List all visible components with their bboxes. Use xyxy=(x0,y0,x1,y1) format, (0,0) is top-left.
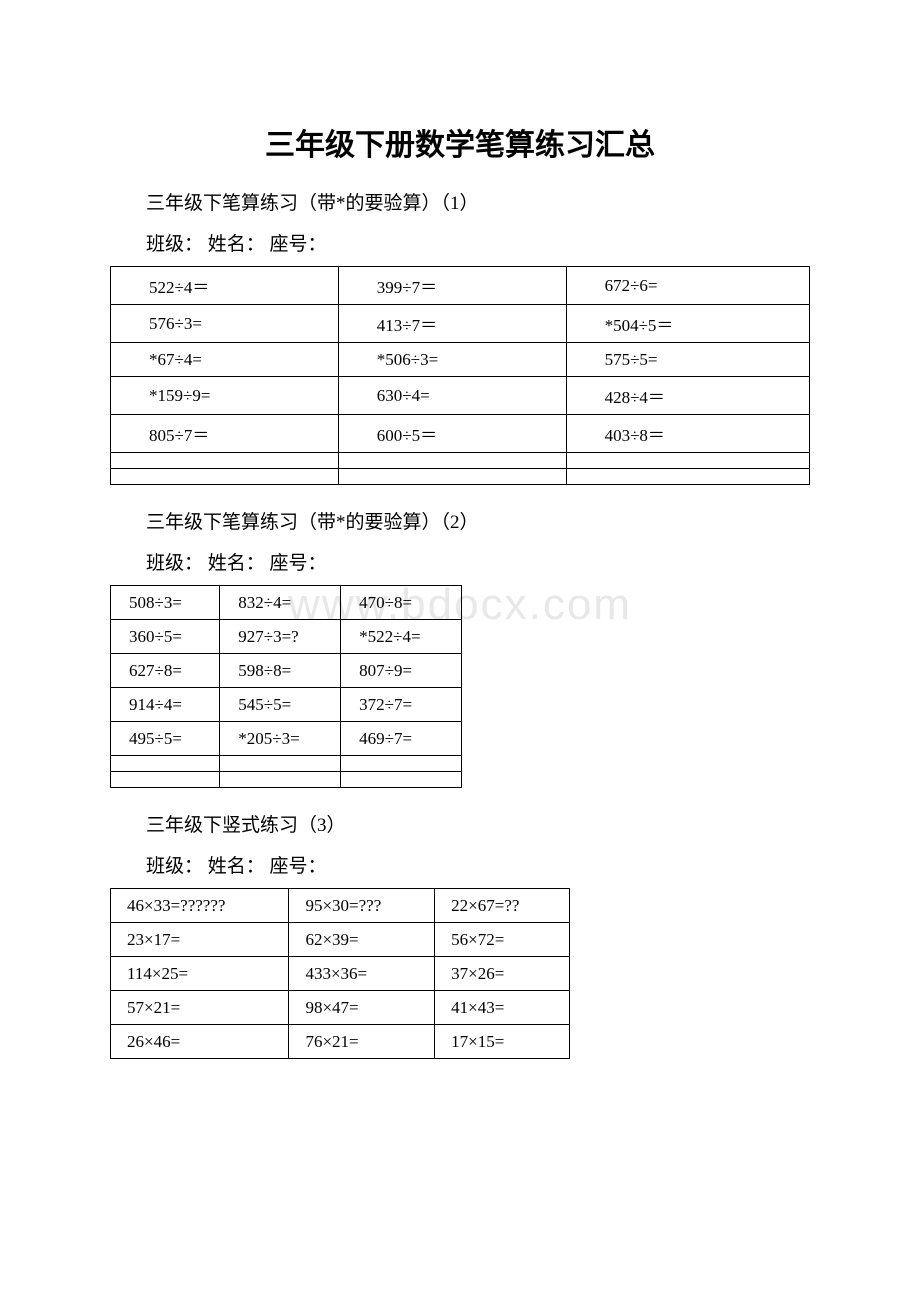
table-row: *159÷9=630÷4=428÷4＝ xyxy=(111,377,810,415)
table-cell: 37×26= xyxy=(435,957,570,991)
table-cell xyxy=(338,453,566,469)
table-cell xyxy=(111,453,339,469)
table-row: 522÷4＝399÷7＝672÷6= xyxy=(111,267,810,305)
table-cell: 57×21= xyxy=(111,991,289,1025)
table-cell xyxy=(220,772,341,788)
table-cell: 807÷9= xyxy=(341,654,462,688)
table-cell: 600÷5＝ xyxy=(338,415,566,453)
table-cell: 98×47= xyxy=(289,991,435,1025)
table-cell: 575÷5= xyxy=(566,343,809,377)
table-cell: 17×15= xyxy=(435,1025,570,1059)
table-cell: 23×17= xyxy=(111,923,289,957)
table-cell: 805÷7＝ xyxy=(111,415,339,453)
table-cell: 927÷3=? xyxy=(220,620,341,654)
table-cell: *522÷4= xyxy=(341,620,462,654)
table-row: 508÷3=832÷4=470÷8= xyxy=(111,586,462,620)
table-cell: 576÷3= xyxy=(111,305,339,343)
section3-table: 46×33=??????95×30=???22×67=??23×17=62×39… xyxy=(110,888,570,1059)
table-cell xyxy=(566,453,809,469)
table-row xyxy=(111,453,810,469)
section1-info: 班级： 姓名： 座号： xyxy=(110,229,810,256)
table-cell: 114×25= xyxy=(111,957,289,991)
table-cell: 832÷4= xyxy=(220,586,341,620)
section3-info: 班级： 姓名： 座号： xyxy=(110,851,810,878)
table-cell: 62×39= xyxy=(289,923,435,957)
table-row: 914÷4=545÷5=372÷7= xyxy=(111,688,462,722)
table-cell xyxy=(341,772,462,788)
table-row: 57×21=98×47=41×43= xyxy=(111,991,570,1025)
table-cell: 403÷8＝ xyxy=(566,415,809,453)
table-cell: 95×30=??? xyxy=(289,889,435,923)
table-cell: 413÷7＝ xyxy=(338,305,566,343)
table-row: 627÷8=598÷8=807÷9= xyxy=(111,654,462,688)
table-cell xyxy=(111,772,220,788)
section1-subtitle: 三年级下笔算练习（带*的要验算）（1） xyxy=(110,188,810,215)
table-cell: 360÷5= xyxy=(111,620,220,654)
table-cell: 46×33=?????? xyxy=(111,889,289,923)
table-row: 23×17=62×39=56×72= xyxy=(111,923,570,957)
table-cell: *205÷3= xyxy=(220,722,341,756)
table-row xyxy=(111,772,462,788)
table-cell: 399÷7＝ xyxy=(338,267,566,305)
table-cell xyxy=(338,469,566,485)
table-cell: 630÷4= xyxy=(338,377,566,415)
table-cell: 598÷8= xyxy=(220,654,341,688)
table-row xyxy=(111,469,810,485)
table-cell: *506÷3= xyxy=(338,343,566,377)
table-cell: 428÷4＝ xyxy=(566,377,809,415)
table-row: *67÷4=*506÷3=575÷5= xyxy=(111,343,810,377)
table-cell: 672÷6= xyxy=(566,267,809,305)
table-cell xyxy=(566,469,809,485)
table-cell: 495÷5= xyxy=(111,722,220,756)
table-cell xyxy=(111,756,220,772)
table-cell: 56×72= xyxy=(435,923,570,957)
section2-info: 班级： 姓名： 座号： xyxy=(110,548,810,575)
table-cell: *504÷5＝ xyxy=(566,305,809,343)
table-cell: 76×21= xyxy=(289,1025,435,1059)
table-cell: 470÷8= xyxy=(341,586,462,620)
table-row: 805÷7＝600÷5＝403÷8＝ xyxy=(111,415,810,453)
table-cell xyxy=(341,756,462,772)
table-cell: 508÷3= xyxy=(111,586,220,620)
table-cell: *67÷4= xyxy=(111,343,339,377)
table-cell xyxy=(111,469,339,485)
section2-subtitle: 三年级下笔算练习（带*的要验算）（2） xyxy=(110,507,810,534)
table-row: 360÷5=927÷3=?*522÷4= xyxy=(111,620,462,654)
table-row xyxy=(111,756,462,772)
table-cell: 22×67=?? xyxy=(435,889,570,923)
table-row: 114×25=433×36=37×26= xyxy=(111,957,570,991)
table-cell: 522÷4＝ xyxy=(111,267,339,305)
table-cell: 26×46= xyxy=(111,1025,289,1059)
table-row: 495÷5=*205÷3=469÷7= xyxy=(111,722,462,756)
table-cell: 545÷5= xyxy=(220,688,341,722)
table-row: 576÷3=413÷7＝*504÷5＝ xyxy=(111,305,810,343)
page-title: 三年级下册数学笔算练习汇总 xyxy=(110,120,810,164)
table-cell: 372÷7= xyxy=(341,688,462,722)
table-cell: 469÷7= xyxy=(341,722,462,756)
table-cell: 41×43= xyxy=(435,991,570,1025)
table-cell xyxy=(220,756,341,772)
document-content: 三年级下册数学笔算练习汇总 三年级下笔算练习（带*的要验算）（1） 班级： 姓名… xyxy=(110,120,810,1059)
table-cell: 627÷8= xyxy=(111,654,220,688)
table-row: 46×33=??????95×30=???22×67=?? xyxy=(111,889,570,923)
section3-subtitle: 三年级下竖式练习（3） xyxy=(110,810,810,837)
section2-table: 508÷3=832÷4=470÷8=360÷5=927÷3=?*522÷4=62… xyxy=(110,585,462,788)
section1-table: 522÷4＝399÷7＝672÷6=576÷3=413÷7＝*504÷5＝*67… xyxy=(110,266,810,485)
table-row: 26×46=76×21=17×15= xyxy=(111,1025,570,1059)
table-cell: *159÷9= xyxy=(111,377,339,415)
table-cell: 433×36= xyxy=(289,957,435,991)
table-cell: 914÷4= xyxy=(111,688,220,722)
